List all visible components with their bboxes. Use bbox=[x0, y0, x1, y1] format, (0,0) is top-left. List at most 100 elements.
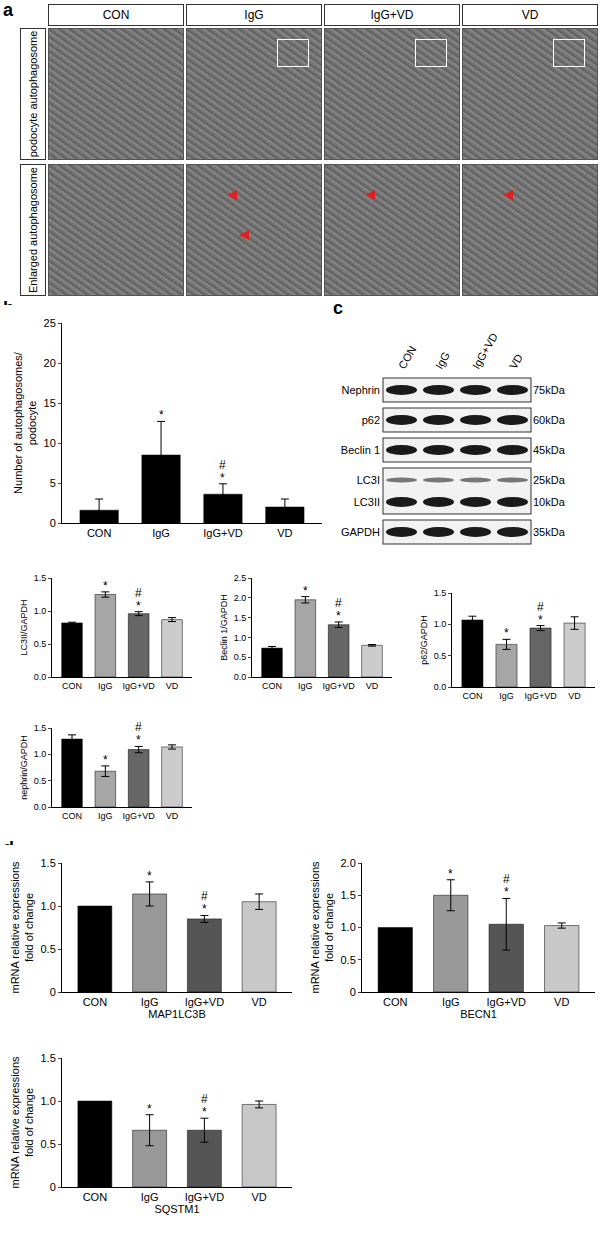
svg-text:p62/GAPDH: p62/GAPDH bbox=[419, 615, 429, 665]
svg-text:IgG: IgG bbox=[98, 681, 113, 691]
svg-text:1.5: 1.5 bbox=[434, 588, 447, 598]
svg-text:Number of autophagosomes/podoc: Number of autophagosomes/podocyte bbox=[12, 351, 38, 494]
svg-text:VD: VD bbox=[277, 527, 292, 539]
svg-text:0.5: 0.5 bbox=[234, 652, 247, 662]
svg-text:*: * bbox=[504, 885, 509, 899]
svg-text:2.0: 2.0 bbox=[234, 593, 247, 603]
svg-text:VD: VD bbox=[251, 996, 266, 1008]
svg-text:35kDa: 35kDa bbox=[533, 526, 566, 538]
svg-text:Beclin 1: Beclin 1 bbox=[341, 444, 380, 456]
svg-text:GAPDH: GAPDH bbox=[341, 526, 380, 538]
svg-text:#: # bbox=[201, 1092, 208, 1106]
svg-text:1.0: 1.0 bbox=[234, 633, 247, 643]
svg-text:0.5: 0.5 bbox=[41, 943, 56, 955]
svg-text:*: * bbox=[103, 579, 108, 593]
svg-text:0.0: 0.0 bbox=[34, 672, 47, 682]
svg-text:10kDa: 10kDa bbox=[533, 496, 566, 508]
svg-text:#: # bbox=[503, 872, 510, 886]
svg-text:LC3II: LC3II bbox=[354, 496, 380, 508]
svg-text:IgG+VD: IgG+VD bbox=[185, 996, 224, 1008]
svg-text:1.0: 1.0 bbox=[341, 921, 356, 933]
svg-text:0.0: 0.0 bbox=[234, 672, 247, 682]
svg-text:*: * bbox=[336, 609, 341, 623]
svg-text:1.0: 1.0 bbox=[41, 900, 56, 912]
svg-text:5: 5 bbox=[50, 477, 56, 489]
svg-text:VD: VD bbox=[507, 352, 525, 371]
svg-text:IgG: IgG bbox=[141, 996, 159, 1008]
svg-text:IgG: IgG bbox=[152, 527, 170, 539]
svg-text:1.5: 1.5 bbox=[41, 857, 56, 869]
svg-text:#: # bbox=[201, 889, 208, 903]
svg-text:0.5: 0.5 bbox=[34, 776, 47, 786]
svg-text:VD: VD bbox=[166, 681, 179, 691]
svg-text:45kDa: 45kDa bbox=[533, 444, 566, 456]
svg-text:IgG: IgG bbox=[98, 811, 113, 821]
svg-text:IgG+VD: IgG+VD bbox=[123, 811, 156, 821]
svg-text:0.5: 0.5 bbox=[434, 651, 447, 661]
svg-text:IgG: IgG bbox=[442, 996, 460, 1008]
svg-text:VD: VD bbox=[166, 811, 179, 821]
svg-text:mRNA relative expressionsfold: mRNA relative expressionsfold of change bbox=[309, 861, 335, 994]
svg-text:Nephrin: Nephrin bbox=[341, 384, 380, 396]
svg-text:VD: VD bbox=[251, 1191, 266, 1203]
svg-text:*: * bbox=[103, 753, 108, 767]
svg-text:#: # bbox=[135, 720, 142, 734]
svg-text:CON: CON bbox=[87, 527, 112, 539]
svg-text:0: 0 bbox=[350, 986, 356, 998]
svg-text:0.5: 0.5 bbox=[34, 639, 47, 649]
svg-text:IgG+VD: IgG+VD bbox=[487, 996, 526, 1008]
svg-text:IgG+VD: IgG+VD bbox=[123, 681, 156, 691]
svg-text:IgG+VD: IgG+VD bbox=[524, 691, 557, 701]
svg-text:1.5: 1.5 bbox=[341, 889, 356, 901]
svg-text:LC3I: LC3I bbox=[357, 474, 380, 486]
svg-text:*: * bbox=[448, 867, 453, 881]
svg-text:IgG: IgG bbox=[499, 691, 514, 701]
svg-text:#: # bbox=[335, 596, 342, 610]
svg-text:0.5: 0.5 bbox=[341, 954, 356, 966]
svg-text:1.5: 1.5 bbox=[34, 723, 47, 733]
svg-text:0: 0 bbox=[50, 986, 56, 998]
svg-text:*: * bbox=[220, 471, 225, 485]
svg-text:Beclin 1/GAPDH: Beclin 1/GAPDH bbox=[219, 594, 229, 661]
svg-text:1.5: 1.5 bbox=[234, 613, 247, 623]
svg-text:0: 0 bbox=[50, 517, 56, 529]
svg-text:*: * bbox=[147, 1102, 152, 1116]
svg-text:1.0: 1.0 bbox=[34, 606, 47, 616]
svg-text:MAP1LC3B: MAP1LC3B bbox=[148, 1008, 205, 1020]
svg-text:VD: VD bbox=[366, 681, 379, 691]
svg-text:CON: CON bbox=[62, 681, 82, 691]
svg-text:CON: CON bbox=[83, 996, 108, 1008]
svg-text:25: 25 bbox=[44, 317, 56, 329]
svg-text:mRNA relative expressionsfold: mRNA relative expressionsfold of change bbox=[9, 861, 35, 994]
svg-text:IgG: IgG bbox=[141, 1191, 159, 1203]
svg-text:IgG+VD: IgG+VD bbox=[185, 1191, 224, 1203]
svg-text:1.5: 1.5 bbox=[34, 573, 47, 583]
svg-text:*: * bbox=[136, 599, 141, 613]
svg-text:0.5: 0.5 bbox=[41, 1138, 56, 1150]
svg-text:LC3II/GAPDH: LC3II/GAPDH bbox=[19, 599, 29, 655]
svg-text:*: * bbox=[303, 584, 308, 598]
svg-text:2.5: 2.5 bbox=[234, 573, 247, 583]
svg-text:*: * bbox=[504, 626, 509, 640]
svg-text:*: * bbox=[136, 733, 141, 747]
svg-text:0: 0 bbox=[50, 1181, 56, 1193]
svg-text:#: # bbox=[537, 600, 544, 614]
svg-text:IgG+VD: IgG+VD bbox=[203, 527, 242, 539]
svg-text:2.0: 2.0 bbox=[341, 857, 356, 869]
svg-text:*: * bbox=[538, 613, 543, 627]
svg-text:CON: CON bbox=[462, 691, 482, 701]
svg-text:IgG+VD: IgG+VD bbox=[470, 331, 500, 371]
svg-text:SQSTM1: SQSTM1 bbox=[154, 1203, 199, 1215]
svg-text:0.0: 0.0 bbox=[34, 802, 47, 812]
svg-text:*: * bbox=[147, 869, 152, 883]
svg-text:1.0: 1.0 bbox=[434, 619, 447, 629]
svg-text:VD: VD bbox=[554, 996, 569, 1008]
svg-text:CON: CON bbox=[83, 1191, 108, 1203]
svg-text:1.0: 1.0 bbox=[41, 1095, 56, 1107]
svg-text:25kDa: 25kDa bbox=[533, 474, 566, 486]
svg-text:1.5: 1.5 bbox=[41, 1052, 56, 1064]
svg-text:0.0: 0.0 bbox=[434, 682, 447, 692]
svg-text:IgG: IgG bbox=[298, 681, 313, 691]
svg-text:#: # bbox=[135, 586, 142, 600]
svg-text:BECN1: BECN1 bbox=[460, 1008, 497, 1020]
